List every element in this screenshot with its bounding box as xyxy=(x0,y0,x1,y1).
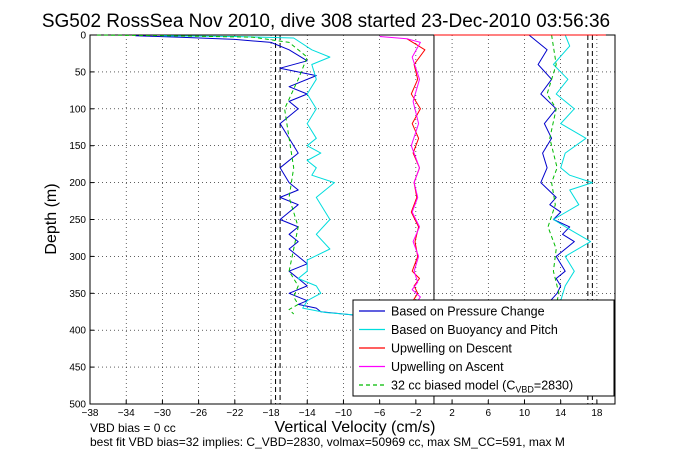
x-tick-label: 6 xyxy=(485,408,491,419)
y-tick-label: 300 xyxy=(69,252,86,263)
x-axis-label: Vertical Velocity (cm/s) xyxy=(275,419,436,436)
footer-best-fit: best fit VBD bias=32 implies: C_VBD=2830… xyxy=(90,435,565,449)
series-line xyxy=(135,35,358,316)
legend-label: Upwelling on Ascent xyxy=(391,360,504,374)
series-line xyxy=(162,35,358,316)
x-tick-label: −10 xyxy=(335,408,352,419)
y-tick-label: 400 xyxy=(69,326,86,337)
x-tick-label: −2 xyxy=(410,408,422,419)
legend-box xyxy=(352,299,615,397)
y-tick-label: 250 xyxy=(69,215,86,226)
y-tick-label: 500 xyxy=(69,400,86,411)
series-line xyxy=(552,34,593,301)
series-line xyxy=(379,36,421,316)
legend-label: Based on Buoyancy and Pitch xyxy=(391,323,558,337)
x-tick-label: 2 xyxy=(449,408,455,419)
legend-subscript: VBD xyxy=(515,385,534,395)
x-tick-label: −30 xyxy=(154,408,171,419)
legend-suffix: =2830) xyxy=(534,379,573,393)
y-tick-label: 100 xyxy=(69,104,86,115)
x-tick-label: −26 xyxy=(190,408,207,419)
y-tick-label: 450 xyxy=(69,363,86,374)
y-tick-label: 150 xyxy=(69,141,86,152)
axis-ticks: −38 −34 −30 −26 −22 −18 −14 −10 −6 −2 2 6 10 14 180501… xyxy=(69,31,603,420)
x-tick-label: 18 xyxy=(591,408,603,419)
y-axis-label: Depth (m) xyxy=(43,183,60,254)
y-tick-label: 350 xyxy=(69,289,86,300)
legend-label: Upwelling on Descent xyxy=(391,342,512,356)
x-tick-label: 10 xyxy=(519,408,531,419)
x-tick-label: −34 xyxy=(118,408,135,419)
legend-label: 32 cc biased model (CVBD=2830) xyxy=(391,379,573,395)
y-tick-label: 50 xyxy=(75,67,87,78)
legend-label: Based on Pressure Change xyxy=(391,305,545,319)
series-line xyxy=(546,34,560,309)
x-tick-label: −14 xyxy=(299,408,316,419)
x-tick-label: −18 xyxy=(263,408,280,419)
y-tick-label: 200 xyxy=(69,178,86,189)
x-tick-label: −22 xyxy=(226,408,243,419)
series-line xyxy=(89,34,308,315)
chart-title: SG502 RossSea Nov 2010, dive 308 started… xyxy=(42,11,610,32)
footer-vbd-bias: VBD bias = 0 cc xyxy=(90,421,176,435)
legend: Based on Pressure Change Based on Buoyanc… xyxy=(352,299,615,397)
x-tick-label: 14 xyxy=(555,408,567,419)
series-group xyxy=(89,34,606,316)
y-tick-label: 0 xyxy=(80,31,86,42)
series-line xyxy=(528,34,575,305)
x-tick-label: −38 xyxy=(82,408,99,419)
x-tick-label: −6 xyxy=(374,408,386,419)
